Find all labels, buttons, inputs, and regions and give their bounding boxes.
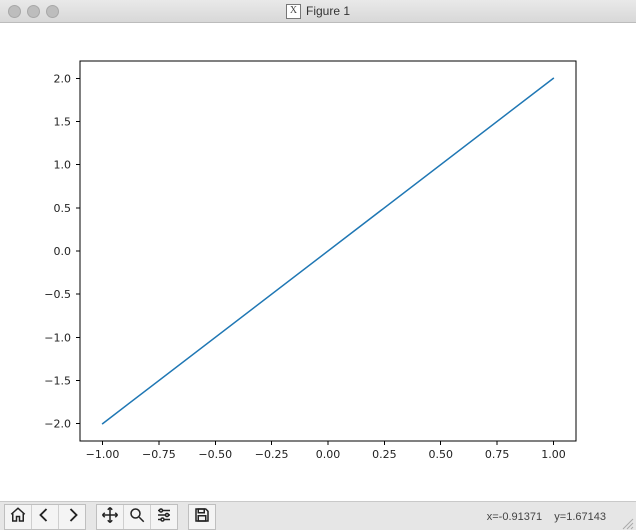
y-tick-label: 1.5 xyxy=(54,115,72,128)
zoom-icon xyxy=(128,506,146,529)
matplotlib-toolbar: x=-0.91371 y=1.67143 xyxy=(0,501,636,530)
x-tick-label: −0.75 xyxy=(142,448,176,461)
x-tick-label: 0.00 xyxy=(316,448,341,461)
y-tick-label: −1.0 xyxy=(44,331,71,344)
window-title-text: Figure 1 xyxy=(306,4,350,18)
configure-button[interactable] xyxy=(151,505,177,529)
y-tick-label: −0.5 xyxy=(44,288,71,301)
x-tick-label: 1.00 xyxy=(541,448,566,461)
save-icon xyxy=(193,506,211,529)
toolbar-group xyxy=(96,504,178,530)
maximize-window-button[interactable] xyxy=(46,5,59,18)
toolbar-group xyxy=(4,504,86,530)
y-tick-label: −1.5 xyxy=(44,375,71,388)
plot-svg: −1.00−0.75−0.50−0.250.000.250.500.751.00… xyxy=(0,23,636,501)
figure-canvas[interactable]: −1.00−0.75−0.50−0.250.000.250.500.751.00… xyxy=(0,23,636,501)
zoom-button[interactable] xyxy=(124,505,151,529)
window-controls xyxy=(0,5,59,18)
configure-icon xyxy=(155,506,173,529)
y-tick-label: 0.5 xyxy=(54,202,72,215)
app-icon: X xyxy=(286,4,301,19)
back-button[interactable] xyxy=(32,505,59,529)
y-tick-label: −2.0 xyxy=(44,418,71,431)
save-button[interactable] xyxy=(189,505,215,529)
pan-icon xyxy=(101,506,119,529)
y-tick-label: 2.0 xyxy=(54,72,72,85)
home-icon xyxy=(9,506,27,529)
forward-icon xyxy=(63,506,81,529)
x-tick-label: −1.00 xyxy=(86,448,120,461)
resize-grip-icon[interactable] xyxy=(620,516,634,530)
toolbar-groups xyxy=(0,504,222,530)
window-title: X Figure 1 xyxy=(0,4,636,19)
close-window-button[interactable] xyxy=(8,5,21,18)
minimize-window-button[interactable] xyxy=(27,5,40,18)
x-tick-label: 0.75 xyxy=(485,448,510,461)
back-icon xyxy=(36,506,54,529)
y-tick-label: 0.0 xyxy=(54,245,72,258)
y-tick-label: 1.0 xyxy=(54,159,72,172)
forward-button[interactable] xyxy=(59,505,85,529)
toolbar-group xyxy=(188,504,216,530)
window-titlebar: X Figure 1 xyxy=(0,0,636,23)
x-tick-label: 0.50 xyxy=(428,448,453,461)
cursor-coordinates: x=-0.91371 y=1.67143 xyxy=(487,511,606,523)
home-button[interactable] xyxy=(5,505,32,529)
x-tick-label: −0.25 xyxy=(255,448,289,461)
x-tick-label: −0.50 xyxy=(198,448,232,461)
x-tick-label: 0.25 xyxy=(372,448,397,461)
pan-button[interactable] xyxy=(97,505,124,529)
